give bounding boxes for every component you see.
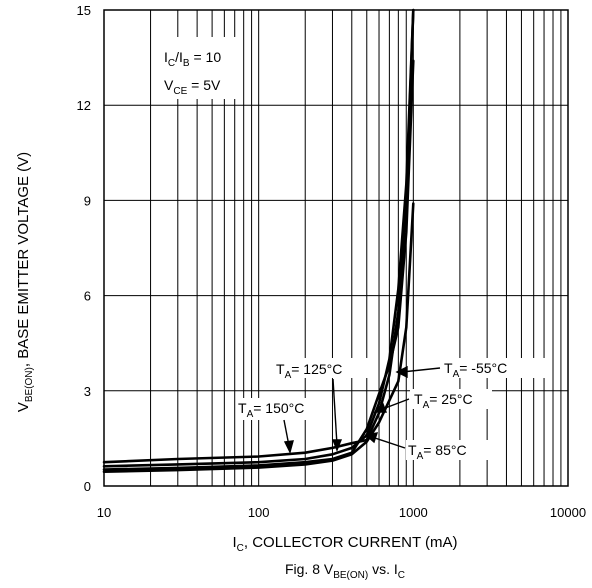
tick-layer: 10 100 1000 10000 0 3 6 9 12 15: [77, 3, 587, 520]
y-tick-label: 6: [84, 289, 91, 304]
label-ta-125: TA= 125°C: [276, 361, 342, 381]
arrowhead-125: [331, 439, 343, 452]
arrow-m55: [401, 367, 441, 373]
y-tick-label: 15: [77, 3, 91, 18]
x-tick-label: 1000: [399, 505, 428, 520]
conditions-box: [160, 37, 242, 99]
condition-line-1: IC/IB = 10: [164, 49, 221, 69]
series-layer: [102, 8, 415, 474]
label-ta-150: TA= 150°C: [238, 400, 304, 420]
arrowhead-85: [364, 432, 379, 444]
label-ta-m55: TA= -55°C: [444, 360, 507, 380]
plot-frame: [103, 9, 569, 487]
label-ta-85: TA= 85°C: [408, 442, 467, 462]
y-tick-label: 0: [84, 479, 91, 494]
y-tick-label: 9: [84, 193, 91, 208]
label-bg-85: [406, 440, 490, 460]
y-axis-label: VBE(ON), BASE EMITTER VOLTAGE (V): [15, 152, 35, 412]
condition-line-2: VCE = 5V: [164, 77, 221, 97]
x-axis-label: IC, COLLECTOR CURRENT (mA): [232, 534, 457, 554]
label-bg-25: [410, 389, 492, 409]
x-tick-label: 10000: [550, 505, 586, 520]
arrow-85: [371, 436, 406, 449]
label-ta-25: TA= 25°C: [414, 391, 473, 411]
arrowhead-m55: [395, 365, 408, 379]
annotation-arrows: [283, 365, 441, 454]
x-tick-label: 100: [248, 505, 270, 520]
series-line-2: [102, 59, 415, 471]
y-tick-label: 12: [77, 98, 91, 113]
y-tick-label: 3: [84, 384, 91, 399]
arrowhead-150: [283, 440, 294, 454]
arrowhead-25: [373, 402, 388, 413]
arrow-125: [332, 378, 338, 446]
label-bg-150: [236, 398, 332, 420]
figure-caption: Fig. 8 VBE(ON) vs. IC: [285, 561, 405, 581]
label-bg-m55: [440, 358, 548, 378]
x-tick-label: 10: [97, 505, 111, 520]
label-bg-125: [274, 358, 372, 378]
